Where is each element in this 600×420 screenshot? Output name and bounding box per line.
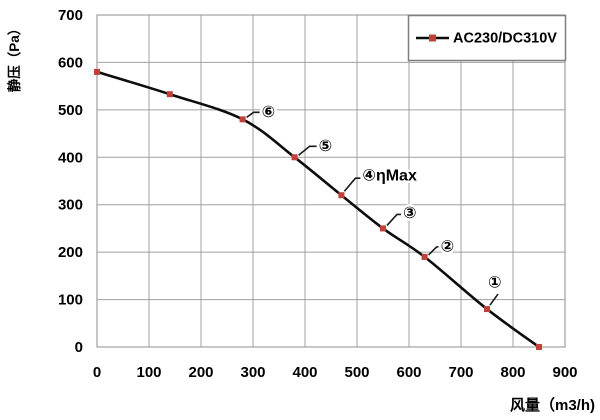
annotation-leader-line	[489, 293, 499, 306]
y-axis-tick-labels: 0 100 200 300 400 500 600 700	[58, 7, 83, 356]
x-axis-tick-labels: 0 100 200 300 400 500 600 700 800 900	[93, 364, 578, 381]
data-point-marker	[536, 344, 542, 350]
annotation-5: ②	[428, 236, 457, 258]
y-tick-label: 600	[58, 54, 83, 71]
data-point-marker	[94, 68, 100, 75]
data-point-marker	[291, 154, 298, 161]
x-tick-label: 400	[292, 364, 317, 381]
data-point-marker	[380, 225, 386, 232]
y-tick-label: 700	[58, 7, 83, 24]
annotation-label: ②	[441, 238, 455, 255]
annotation-4: ③	[386, 202, 419, 226]
y-tick-label: 500	[58, 102, 83, 119]
plot-border	[96, 14, 566, 348]
annotation-6: ①	[486, 272, 504, 306]
y-tick-label: 300	[58, 197, 83, 214]
annotation-leader-line	[343, 177, 361, 192]
y-tick-label: 200	[58, 244, 83, 261]
annotation-1: ⑥	[246, 101, 278, 123]
data-point-marker	[338, 192, 345, 199]
annotation-label: ③	[403, 205, 417, 222]
annotation-leader-line	[428, 246, 439, 256]
x-tick-label: 300	[240, 364, 265, 381]
y-axis-title: 静压（Pa）	[6, 22, 22, 93]
legend-entry-label: AC230/DC310V	[453, 31, 557, 47]
series-markers	[94, 68, 542, 350]
data-point-marker	[166, 91, 173, 98]
data-point-marker	[421, 253, 428, 260]
data-point-marker	[239, 116, 246, 123]
annotation-leader-line	[386, 213, 401, 226]
x-tick-label: 200	[188, 364, 213, 381]
x-tick-label: 600	[396, 364, 421, 381]
y-tick-label: 400	[58, 149, 83, 166]
x-tick-label: 0	[93, 364, 101, 381]
x-tick-label: 100	[136, 364, 161, 381]
legend-sample-marker	[429, 34, 436, 42]
annotation-leader-line	[246, 111, 260, 118]
x-tick-label: 500	[344, 364, 369, 381]
x-tick-label: 700	[448, 364, 473, 381]
y-tick-label: 0	[75, 339, 83, 356]
annotation-label: ⑤	[319, 138, 333, 155]
annotation-label: ④ηMax	[362, 168, 417, 185]
annotation-label: ⑥	[262, 104, 276, 121]
x-axis-title: 风量（m3/h)	[510, 396, 595, 414]
annotation-2: ⑤	[298, 135, 335, 157]
annotation-leader-line	[298, 145, 317, 156]
annotation-3: ④ηMax	[343, 165, 419, 192]
annotation-label: ①	[488, 275, 502, 292]
x-tick-label: 900	[552, 364, 577, 381]
data-point-marker	[484, 306, 490, 313]
legend: AC230/DC310V	[407, 14, 567, 62]
x-tick-label: 800	[500, 364, 525, 381]
y-tick-label: 100	[58, 292, 83, 309]
